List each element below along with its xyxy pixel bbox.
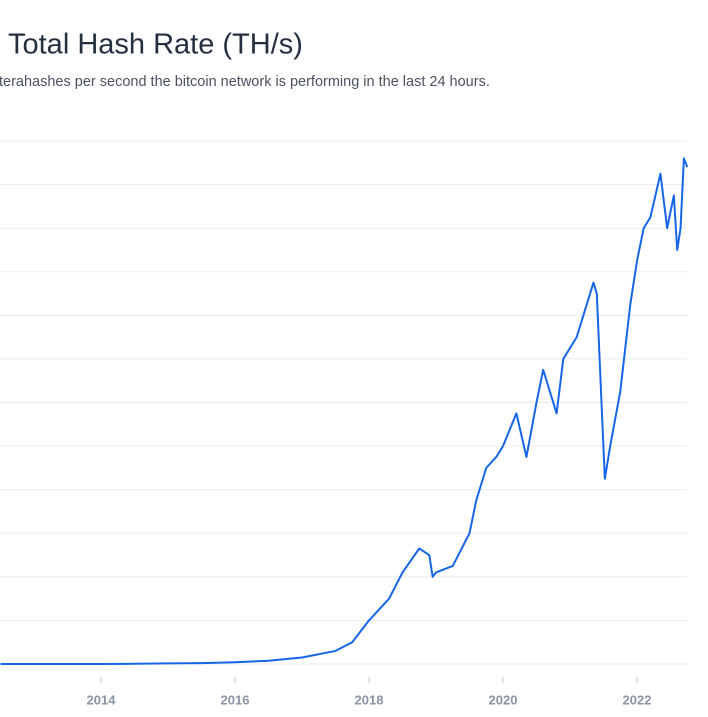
x-tick-label: 2014 (87, 692, 117, 707)
x-tick-label: 2020 (489, 692, 518, 707)
chart-title: Total Hash Rate (TH/s) (8, 29, 303, 61)
x-tick-label: 2018 (355, 692, 384, 707)
x-tick-label: 2016 (221, 692, 250, 707)
chart-subtitle: terahashes per second the bitcoin networ… (0, 74, 490, 90)
x-tick-label: 2022 (623, 692, 652, 707)
data-line (0, 157, 689, 665)
